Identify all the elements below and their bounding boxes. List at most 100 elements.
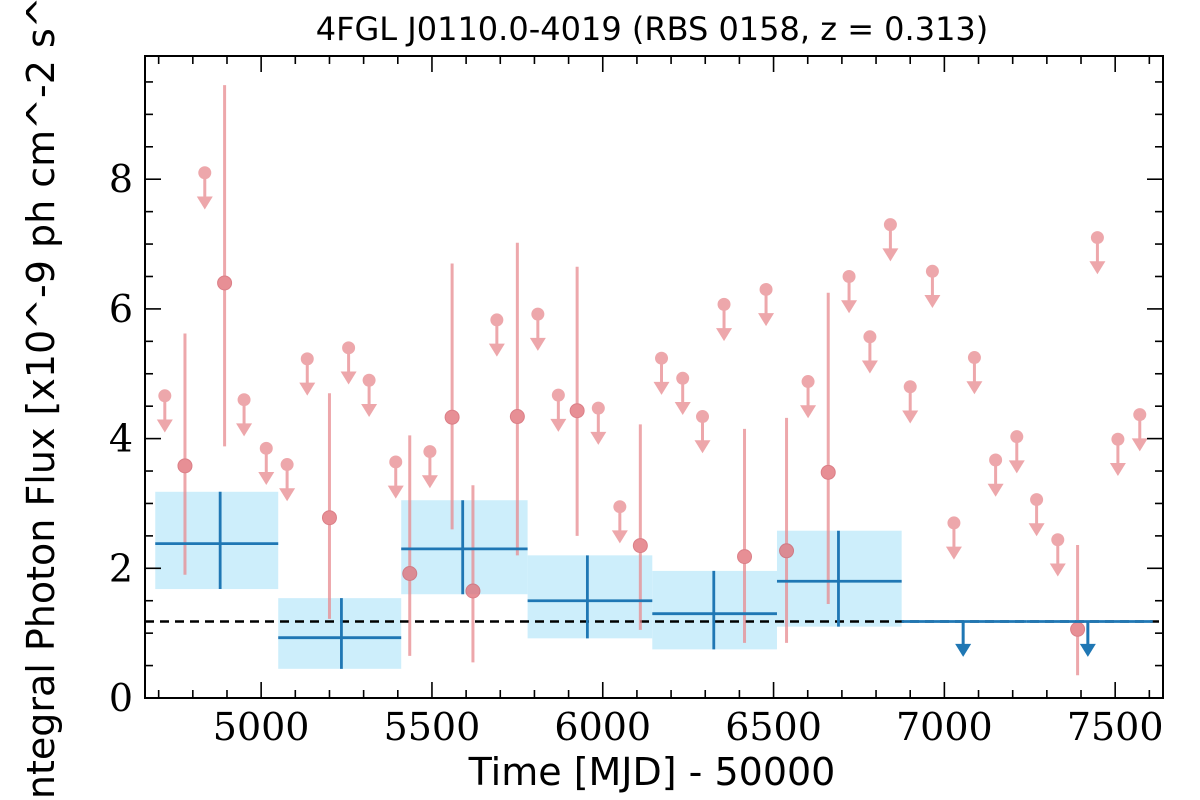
detection-point bbox=[779, 543, 795, 559]
upper-limit-arrowhead bbox=[550, 418, 567, 432]
long-bin-band bbox=[527, 555, 653, 639]
short-bin-upper-limit bbox=[1049, 533, 1066, 577]
upper-limit-point bbox=[300, 352, 314, 366]
upper-limit-point bbox=[989, 453, 1003, 467]
detection-point bbox=[465, 583, 481, 599]
short-bin-detection bbox=[509, 242, 525, 556]
short-bin-upper-limit bbox=[1028, 493, 1045, 537]
x-tick-label: 7000 bbox=[896, 705, 993, 749]
upper-limit-arrowhead bbox=[488, 343, 505, 357]
short-bin-upper-limit bbox=[966, 351, 983, 395]
long-bin-band bbox=[155, 491, 279, 590]
long-ul-arrowhead bbox=[955, 643, 972, 657]
short-bin-detection bbox=[569, 266, 585, 536]
detection-point bbox=[820, 464, 836, 480]
long-bin-upper-limit bbox=[1026, 620, 1153, 657]
upper-limit-arrowhead bbox=[529, 337, 546, 351]
short-bin-upper-limit bbox=[945, 516, 962, 560]
long-bin-measurement bbox=[776, 530, 902, 627]
upper-limit-point bbox=[1010, 430, 1024, 444]
upper-limit-point bbox=[389, 455, 403, 469]
y-tick-label: 8 bbox=[109, 157, 133, 201]
long-bin-measurement bbox=[155, 491, 279, 590]
short-bin-upper-limit bbox=[1008, 430, 1025, 474]
detection-point bbox=[737, 549, 753, 565]
upper-limit-arrowhead bbox=[902, 410, 919, 424]
upper-limit-point bbox=[613, 500, 627, 514]
upper-limit-point bbox=[1030, 493, 1044, 507]
upper-limit-arrowhead bbox=[299, 382, 316, 396]
y-tick-label: 6 bbox=[109, 287, 133, 331]
y-tick-label: 4 bbox=[109, 417, 133, 461]
upper-limit-point bbox=[717, 297, 731, 311]
x-tick-label: 6000 bbox=[554, 705, 651, 749]
upper-limit-point bbox=[1133, 408, 1147, 422]
upper-limit-arrowhead bbox=[945, 546, 962, 560]
upper-limit-arrowhead bbox=[653, 381, 670, 395]
short-bin-upper-limit bbox=[800, 375, 817, 419]
upper-limit-point bbox=[259, 441, 273, 455]
short-bin-detection bbox=[632, 424, 648, 630]
long-bin-measurement bbox=[401, 500, 528, 595]
upper-limit-arrowhead bbox=[1089, 261, 1106, 275]
upper-limit-point bbox=[490, 313, 504, 327]
upper-limit-point bbox=[280, 458, 294, 472]
upper-limit-arrowhead bbox=[1049, 563, 1066, 577]
upper-limit-arrowhead bbox=[421, 475, 438, 489]
short-bin-upper-limit bbox=[758, 282, 775, 327]
short-bin-upper-limit bbox=[861, 330, 878, 374]
short-bin-upper-limit bbox=[196, 166, 213, 210]
long-bin-layer bbox=[155, 491, 1153, 669]
short-bin-upper-limit bbox=[299, 352, 316, 396]
short-bin-upper-limit bbox=[841, 269, 858, 314]
upper-limit-arrowhead bbox=[694, 440, 711, 454]
upper-limit-point bbox=[883, 218, 897, 232]
upper-limit-point bbox=[801, 375, 815, 389]
x-axis-label: Time [MJD] - 50000 bbox=[468, 750, 836, 794]
upper-limit-arrowhead bbox=[716, 328, 733, 342]
short-bin-upper-limit bbox=[550, 388, 567, 432]
upper-limit-arrowhead bbox=[674, 402, 691, 416]
short-bin-upper-limit bbox=[1109, 432, 1126, 476]
upper-limit-point bbox=[925, 264, 939, 278]
upper-limit-arrowhead bbox=[590, 431, 607, 445]
short-bin-upper-limit bbox=[716, 297, 733, 342]
short-bin-upper-limit bbox=[361, 373, 378, 417]
upper-limit-arrowhead bbox=[361, 403, 378, 417]
upper-limit-point bbox=[237, 393, 251, 407]
short-bin-upper-limit bbox=[421, 445, 438, 489]
chart-title: 4FGL J0110.0-4019 (RBS 0158, z = 0.313) bbox=[316, 10, 989, 48]
axes-layer: 5000 5500 6000 6500 7000 7500 0 2 4 6 8 bbox=[109, 55, 1164, 749]
short-bin-upper-limit bbox=[882, 218, 899, 262]
upper-limit-point bbox=[1051, 533, 1065, 547]
short-bin-detection bbox=[444, 263, 460, 530]
upper-limit-arrowhead bbox=[1131, 438, 1148, 452]
y-tick-label: 0 bbox=[109, 676, 133, 720]
upper-limit-point bbox=[1090, 231, 1104, 245]
x-tick-label: 6500 bbox=[725, 705, 822, 749]
short-bin-detection bbox=[402, 435, 418, 656]
upper-limit-arrowhead bbox=[196, 196, 213, 210]
short-bin-upper-limit bbox=[987, 453, 1004, 497]
short-bin-upper-limit bbox=[902, 380, 919, 424]
detection-point bbox=[569, 403, 585, 419]
upper-limit-point bbox=[198, 166, 212, 180]
detection-point bbox=[321, 510, 337, 526]
short-bin-upper-limit bbox=[340, 341, 357, 385]
short-bin-layer bbox=[156, 85, 1148, 676]
long-bin-measurement bbox=[652, 570, 777, 650]
short-bin-upper-limit bbox=[611, 500, 628, 544]
short-bin-upper-limit bbox=[1089, 231, 1106, 275]
detection-point bbox=[632, 538, 648, 554]
upper-limit-point bbox=[342, 341, 356, 355]
short-bin-upper-limit bbox=[694, 410, 711, 454]
short-bin-detection bbox=[321, 393, 337, 619]
short-bin-detection bbox=[1070, 544, 1086, 676]
upper-limit-arrowhead bbox=[236, 423, 253, 437]
short-bin-upper-limit bbox=[924, 264, 941, 309]
upper-limit-point bbox=[696, 410, 710, 424]
upper-limit-arrowhead bbox=[1109, 462, 1126, 476]
short-bin-detection bbox=[465, 485, 481, 663]
short-bin-detection bbox=[737, 428, 753, 643]
